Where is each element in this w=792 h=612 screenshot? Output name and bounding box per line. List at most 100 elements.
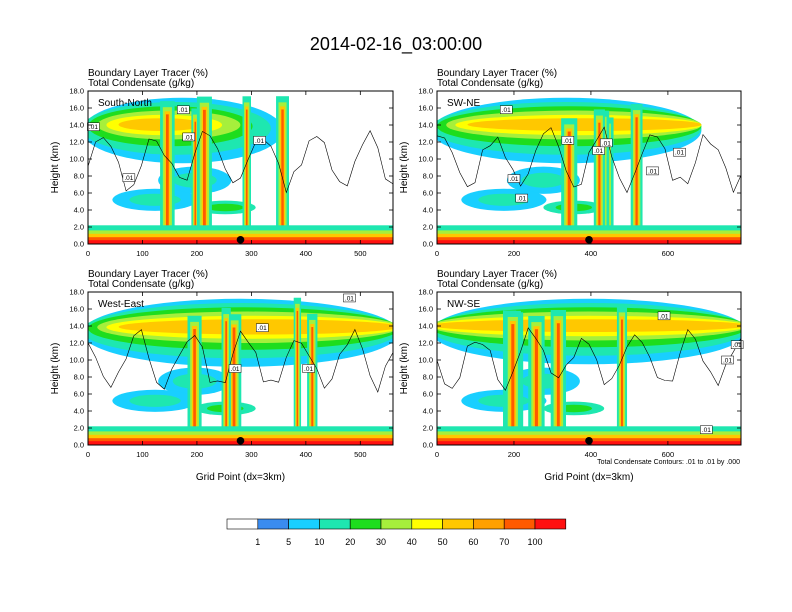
y-axis-label: Height (km)	[50, 343, 61, 395]
plot-frame	[436, 90, 742, 245]
x-tick-label: 600	[662, 249, 675, 258]
y-axis-label: Height (km)	[50, 142, 61, 194]
legend-swatch	[319, 518, 351, 530]
plot-frame	[87, 90, 394, 245]
contour-label-text: .01	[304, 366, 313, 373]
contour-label-box	[646, 166, 659, 176]
convective-tower	[166, 114, 169, 244]
panel-header: Total Condensate (g/kg)	[437, 279, 543, 290]
contour-label-text: .01	[675, 150, 684, 157]
y-tick-label: 4.0	[423, 407, 433, 416]
y-tick-label: 10.0	[418, 155, 433, 164]
contour-label-box	[700, 425, 713, 434]
legend-swatch	[226, 518, 259, 530]
convective-tower	[194, 121, 197, 244]
location-marker	[236, 436, 245, 445]
contour-label-box	[87, 122, 100, 131]
y-tick-label: 6.0	[423, 390, 433, 399]
y-tick-label: 10.0	[418, 356, 433, 365]
contour-label-text: .01	[509, 176, 518, 183]
legend-swatch	[534, 518, 567, 530]
panel-south-north: .01 .01 .01 .01 .01 South-North Boundary Layer…	[50, 68, 394, 258]
contour-label: .01	[673, 147, 686, 157]
legend-swatch	[380, 518, 413, 530]
contour-label-text: .01	[594, 148, 603, 155]
contour-label-text: .01	[258, 325, 267, 332]
panel-header: Boundary Layer Tracer (%)	[437, 269, 557, 280]
convective-tower	[511, 324, 515, 445]
contour-label-box	[182, 132, 196, 142]
panel-west-east: .01 .01 .01 .01 West-East Boundary Layer Trac…	[50, 269, 394, 483]
y-axis-label: Height (km)	[399, 142, 410, 194]
y-tick-label: 2.0	[74, 223, 84, 232]
contour-label-box	[673, 147, 686, 157]
location-marker	[585, 436, 593, 445]
contour-label-box	[228, 364, 242, 373]
x-tick-label: 300	[245, 450, 258, 459]
y-tick-label: 4.0	[74, 206, 84, 215]
x-tick-label: 200	[191, 450, 204, 459]
y-tick-label: 12.0	[69, 339, 84, 348]
contour-label-text: .01	[345, 295, 354, 302]
y-tick-label: 12.0	[69, 138, 84, 147]
contour-label-text: .01	[733, 342, 742, 349]
x-tick-label: 0	[86, 249, 90, 258]
contour-label-text: .01	[184, 134, 193, 141]
contour-label: .01	[646, 166, 659, 176]
tracer-field	[437, 91, 741, 244]
x-tick-label: 400	[300, 249, 313, 258]
legend-label: 50	[438, 537, 448, 547]
convective-tower	[598, 122, 601, 244]
y-tick-label: 14.0	[69, 322, 84, 331]
convective-tower	[621, 319, 623, 445]
convective-tower	[556, 323, 560, 445]
legend-swatch	[257, 518, 289, 530]
contour-label: .01	[228, 364, 242, 373]
contour-label-text: .01	[89, 124, 98, 131]
contour-label: .01	[182, 132, 196, 142]
plot-frame	[87, 291, 394, 446]
y-tick-label: 18.0	[418, 87, 433, 96]
y-tick-label: 12.0	[418, 339, 433, 348]
legend-label: 40	[407, 537, 417, 547]
y-tick-label: 8.0	[423, 373, 433, 382]
contour-label-text: .01	[255, 138, 264, 145]
x-tick-label: 200	[508, 450, 521, 459]
legend-label: 30	[376, 537, 386, 547]
y-tick-label: 2.0	[423, 223, 433, 232]
contour-label: .01	[730, 340, 744, 349]
contour-label-text: .01	[124, 175, 133, 182]
y-tick-label: 0.0	[423, 441, 433, 450]
y-tick-label: 12.0	[418, 138, 433, 147]
legend-swatch	[288, 518, 320, 530]
legend-label: 60	[468, 537, 478, 547]
x-tick-label: 400	[585, 249, 598, 258]
tracer-field	[88, 91, 393, 244]
y-tick-label: 0.0	[423, 240, 433, 249]
y-axis-label: Height (km)	[399, 343, 410, 395]
contour-label: .01	[721, 355, 734, 365]
condensate-contour	[437, 327, 741, 391]
convective-tower	[534, 329, 538, 445]
panel-header: Boundary Layer Tracer (%)	[437, 68, 557, 79]
y-tick-label: 4.0	[423, 206, 433, 215]
plot-frame	[436, 291, 742, 446]
x-tick-label: 0	[435, 249, 439, 258]
y-tick-label: 16.0	[418, 104, 433, 113]
contour-label-box	[343, 293, 356, 303]
convective-tower	[635, 117, 638, 244]
x-axis-label: Grid Point (dx=3km)	[544, 472, 633, 483]
y-tick-label: 18.0	[69, 87, 84, 96]
x-tick-label: 200	[191, 249, 204, 258]
contour-label-box	[657, 311, 671, 321]
contour-label-text: .01	[723, 358, 732, 365]
contour-label: .01	[500, 105, 513, 114]
x-tick-label: 400	[300, 450, 313, 459]
contour-label-box	[177, 105, 190, 114]
panel-header: Total Condensate (g/kg)	[437, 78, 543, 89]
contour-label: .01	[592, 146, 605, 155]
contour-label-box	[600, 138, 613, 148]
tracer-layer	[467, 118, 702, 131]
y-tick-label: 8.0	[74, 172, 84, 181]
